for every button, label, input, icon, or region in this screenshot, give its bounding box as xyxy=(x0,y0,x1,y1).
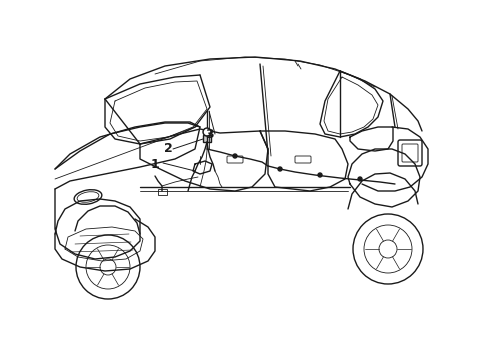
Circle shape xyxy=(358,177,362,181)
Circle shape xyxy=(318,173,322,177)
Text: 2: 2 xyxy=(164,142,172,156)
Circle shape xyxy=(278,167,282,171)
Circle shape xyxy=(233,154,237,158)
Circle shape xyxy=(204,129,209,134)
Text: 3: 3 xyxy=(206,127,214,141)
FancyBboxPatch shape xyxy=(203,135,211,142)
Circle shape xyxy=(203,128,211,136)
Text: 1: 1 xyxy=(151,157,159,171)
